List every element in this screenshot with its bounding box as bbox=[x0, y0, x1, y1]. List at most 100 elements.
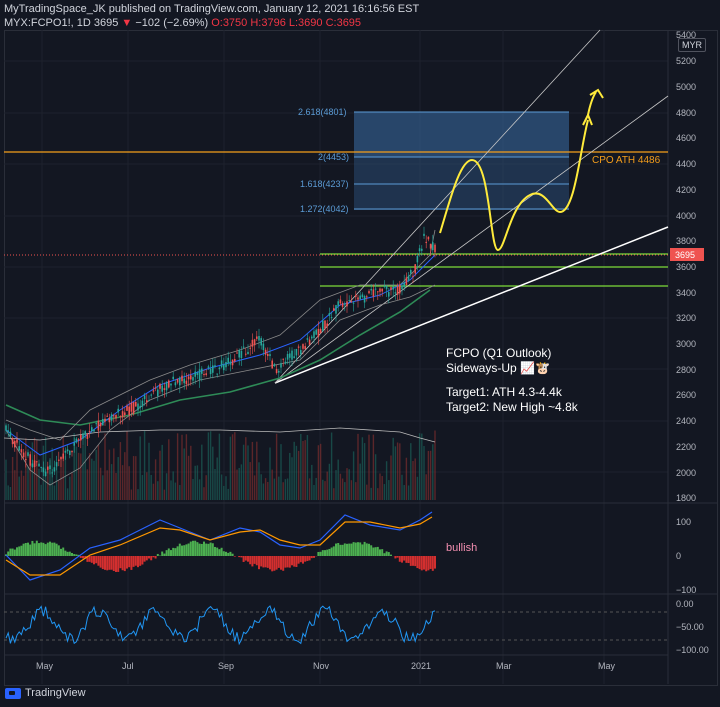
candle-body bbox=[350, 301, 353, 303]
candle-body bbox=[135, 401, 137, 407]
ohlc-values: O:3750 H:3796 L:3690 C:3695 bbox=[211, 17, 362, 29]
macd-histogram-bar bbox=[376, 546, 379, 556]
candle-body bbox=[71, 450, 73, 453]
candle-body bbox=[260, 338, 262, 346]
trendline[interactable] bbox=[274, 29, 601, 384]
macd-histogram-bar bbox=[44, 544, 47, 556]
volume-bar bbox=[143, 430, 146, 500]
macd-axis[interactable]: 100 0 −100 bbox=[676, 517, 696, 595]
macd-histogram-bar bbox=[178, 543, 181, 556]
candle-body bbox=[161, 385, 163, 392]
macd-histogram-bar bbox=[414, 556, 417, 567]
volume-bar bbox=[427, 450, 430, 500]
tradingview-logo[interactable]: TradingView bbox=[5, 687, 86, 699]
candle-body bbox=[146, 400, 148, 403]
price-axis[interactable]: 5400 5200 5000 4800 4600 4400 4200 4000 … bbox=[676, 30, 696, 503]
trendline[interactable] bbox=[274, 95, 669, 384]
macd-histogram-bar bbox=[101, 556, 104, 570]
candle-body bbox=[418, 248, 421, 252]
time-axis[interactable]: May Jul Sep Nov 2021 Mar May bbox=[36, 661, 616, 671]
macd-histogram-bar bbox=[354, 542, 357, 556]
volume-bar bbox=[344, 482, 346, 500]
volume-bar bbox=[240, 464, 243, 500]
volume-bar bbox=[326, 471, 328, 500]
volume-bar bbox=[196, 465, 199, 500]
projection-path[interactable] bbox=[439, 119, 589, 252]
volume-bar bbox=[161, 444, 163, 500]
candle-body bbox=[14, 440, 16, 448]
candle-body bbox=[295, 348, 298, 356]
macd-histogram-bar bbox=[132, 556, 135, 567]
candle-body bbox=[174, 382, 177, 386]
candle-body bbox=[99, 422, 102, 427]
candle-body bbox=[95, 423, 97, 425]
volume-bar bbox=[412, 461, 414, 500]
candle-body bbox=[64, 450, 67, 453]
candle-body bbox=[311, 336, 313, 339]
candle-body bbox=[29, 454, 31, 466]
macd-histogram-bar bbox=[9, 548, 12, 556]
volume-bar bbox=[31, 442, 34, 500]
volume-bar bbox=[126, 431, 128, 500]
volume-bar bbox=[117, 457, 119, 500]
candle-body bbox=[302, 344, 304, 349]
macd-histogram-bar bbox=[361, 544, 364, 556]
fib-lines[interactable] bbox=[354, 111, 569, 210]
candle-body bbox=[280, 363, 282, 368]
macd-histogram-bar bbox=[95, 556, 98, 564]
candle-body bbox=[390, 287, 392, 290]
svg-text:3200: 3200 bbox=[676, 313, 696, 323]
volume-bar bbox=[234, 432, 236, 500]
macd-histogram-bar bbox=[196, 542, 199, 556]
macd-histogram-bar bbox=[418, 556, 421, 570]
candle-body bbox=[337, 301, 339, 307]
macd-histogram-bar bbox=[18, 546, 21, 556]
macd-histogram-bar bbox=[233, 556, 236, 557]
macd-histogram-bar bbox=[165, 550, 168, 556]
macd-histogram-bar bbox=[346, 543, 348, 556]
currency-label[interactable]: MYR bbox=[678, 38, 706, 52]
macd-histogram-bar bbox=[126, 556, 128, 569]
candle-body bbox=[322, 320, 324, 331]
candle-body bbox=[273, 364, 276, 367]
candle-body bbox=[165, 381, 168, 391]
support-lines[interactable] bbox=[320, 253, 668, 287]
macd-histogram-bar bbox=[381, 549, 384, 556]
macd-histogram-bar bbox=[139, 556, 142, 566]
chart-frame[interactable] bbox=[4, 30, 718, 686]
volume-bar bbox=[394, 446, 397, 500]
trendline[interactable] bbox=[274, 226, 669, 384]
volume-bar bbox=[170, 480, 172, 500]
outlook-annotation[interactable]: FCPO (Q1 Outlook) Sideways-Up 📈🐮 Target1… bbox=[446, 346, 578, 415]
volume-bar bbox=[359, 463, 361, 500]
candle-body bbox=[113, 415, 115, 417]
candle-body bbox=[348, 300, 350, 302]
macd-histogram-bar bbox=[328, 548, 331, 556]
macd-histogram-bar bbox=[359, 542, 362, 556]
macd-histogram-bar bbox=[198, 543, 201, 556]
rsi-axis[interactable]: 0.00 −50.00 −100.00 bbox=[676, 599, 709, 655]
bollinger-band-upper bbox=[5, 229, 436, 441]
volume-bar bbox=[25, 438, 27, 500]
volume-bar bbox=[194, 465, 196, 500]
macd-histogram-bar bbox=[398, 556, 401, 562]
candle-body bbox=[47, 466, 49, 470]
volume-bar bbox=[269, 447, 271, 500]
candle-body bbox=[346, 301, 348, 307]
macd-histogram-bar bbox=[216, 547, 219, 556]
macd-histogram-bar bbox=[86, 556, 89, 562]
volume-bar bbox=[108, 449, 111, 500]
volume-bar bbox=[214, 468, 216, 500]
candle-body bbox=[102, 419, 104, 426]
candle-body bbox=[194, 371, 196, 377]
volume-bar bbox=[49, 460, 51, 500]
symbol-name[interactable]: MYX:FCPO1!, 1D bbox=[4, 17, 91, 29]
volume-bar bbox=[225, 476, 227, 500]
volume-bar bbox=[5, 459, 7, 500]
macd-histogram-bar bbox=[16, 547, 18, 556]
candle-body bbox=[379, 288, 381, 292]
macd-histogram-bar bbox=[302, 556, 304, 564]
macd-histogram-bar bbox=[174, 548, 177, 556]
candle-body bbox=[93, 429, 95, 432]
